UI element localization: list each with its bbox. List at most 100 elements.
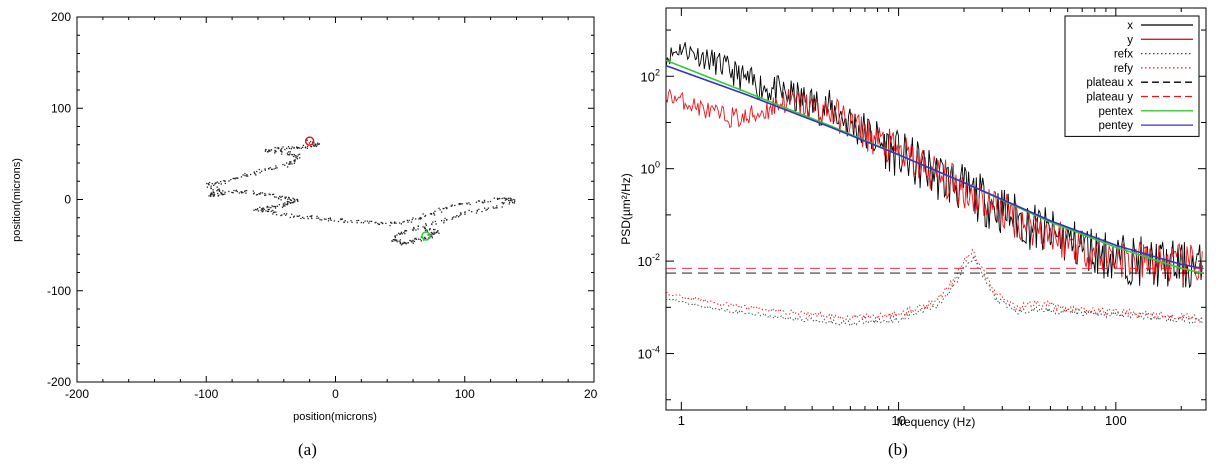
track-point	[217, 192, 219, 195]
track-point	[399, 241, 402, 243]
track-point	[255, 174, 257, 176]
track-point	[295, 155, 297, 157]
track-point	[273, 196, 276, 198]
track-point	[285, 214, 287, 216]
track-point	[507, 197, 510, 200]
track-point	[232, 192, 234, 194]
track-point	[468, 209, 470, 212]
y-tick-label-b: 10-4	[638, 345, 660, 362]
track-point	[433, 233, 435, 235]
track-point	[403, 220, 405, 223]
track-point	[314, 143, 317, 145]
track-point	[230, 178, 232, 181]
track-point	[441, 211, 443, 213]
track-point	[255, 194, 258, 196]
track-point	[289, 151, 292, 153]
track-point	[258, 168, 260, 171]
track-point	[290, 199, 293, 202]
y-tick-label-a: 0	[64, 193, 71, 207]
track-point	[390, 221, 392, 224]
track-point	[280, 214, 282, 217]
track-point	[259, 172, 261, 174]
track-point	[281, 195, 283, 197]
track-point	[404, 229, 407, 232]
track-point	[296, 215, 298, 217]
track-point	[469, 203, 471, 206]
track-point	[218, 190, 220, 192]
track-point	[450, 205, 452, 207]
track-point	[380, 221, 382, 224]
track-point	[375, 221, 377, 224]
track-point	[498, 198, 500, 200]
track-point	[274, 150, 276, 152]
legend-label: pentey	[1098, 120, 1133, 132]
track-point	[286, 200, 289, 203]
x-tick-label-b: 100	[1105, 413, 1127, 428]
track-point	[317, 143, 320, 145]
track-point	[493, 207, 495, 210]
track-point	[459, 203, 462, 205]
track-point	[431, 232, 433, 234]
track-point	[394, 238, 396, 241]
legend-label: refy	[1114, 63, 1133, 75]
track-point	[258, 192, 260, 195]
track-point	[294, 155, 296, 157]
track-point	[294, 160, 296, 163]
track-point	[266, 206, 268, 209]
track-point	[270, 149, 273, 151]
track-point	[406, 219, 408, 222]
track-point	[391, 240, 393, 242]
track-point	[430, 233, 432, 236]
track-point	[288, 196, 290, 199]
end-marker	[421, 231, 431, 241]
track-point	[399, 233, 402, 235]
track-point	[208, 181, 211, 184]
track-point	[284, 202, 286, 204]
track-point	[481, 201, 483, 203]
track-point	[429, 213, 432, 215]
caption-b: (b)	[888, 440, 908, 459]
track-point	[471, 211, 473, 213]
track-point	[285, 196, 287, 198]
track-point	[210, 187, 212, 190]
track-point	[312, 145, 315, 147]
track-point	[295, 157, 297, 159]
track-point	[392, 238, 395, 241]
track-point	[360, 221, 363, 224]
series-refy	[666, 248, 1203, 322]
track-point	[256, 209, 258, 211]
y-tick-exponent: 0	[655, 160, 660, 170]
track-point	[266, 205, 268, 207]
track-point	[276, 167, 278, 169]
track-point	[318, 143, 321, 145]
track-point	[444, 217, 446, 220]
track-point	[231, 191, 233, 194]
track-point	[327, 220, 330, 222]
track-point	[217, 195, 219, 197]
track-point	[391, 222, 393, 224]
track-point	[440, 220, 443, 222]
track-point	[514, 199, 516, 201]
track-point	[478, 208, 480, 211]
legend-label: y	[1127, 34, 1133, 46]
track-point	[264, 194, 266, 197]
track-point	[217, 189, 219, 191]
track-point	[293, 162, 296, 164]
track-point	[216, 190, 218, 192]
track-point	[263, 208, 265, 211]
track-point	[256, 193, 258, 196]
track-point	[485, 209, 487, 211]
track-point	[272, 205, 274, 208]
track-point	[364, 220, 366, 222]
y-tick-label-b: 10-2	[638, 252, 660, 269]
series-x	[666, 42, 1203, 289]
track-point	[443, 222, 445, 224]
y-tick-label-a: -100	[47, 284, 71, 298]
track-point	[224, 193, 226, 195]
track-point	[451, 217, 454, 219]
track-point	[220, 193, 222, 195]
track-point	[411, 218, 413, 221]
track-point	[495, 207, 497, 209]
track-point	[319, 219, 321, 221]
track-point	[341, 218, 343, 220]
